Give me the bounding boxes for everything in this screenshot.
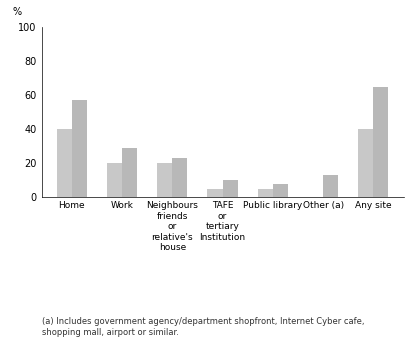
Bar <box>374 87 389 197</box>
Bar <box>107 163 122 197</box>
Bar <box>208 189 223 197</box>
Text: (a) Includes government agency/department shopfront, Internet Cyber cafe,
shoppi: (a) Includes government agency/departmen… <box>42 317 364 337</box>
Bar <box>157 163 172 197</box>
Bar <box>122 148 137 197</box>
Bar <box>358 129 374 197</box>
Bar <box>72 100 87 197</box>
Bar <box>273 184 288 197</box>
Bar <box>258 189 273 197</box>
Bar <box>57 129 72 197</box>
Bar <box>323 175 338 197</box>
Bar <box>223 180 238 197</box>
Bar <box>172 158 187 197</box>
Text: %: % <box>12 7 22 17</box>
